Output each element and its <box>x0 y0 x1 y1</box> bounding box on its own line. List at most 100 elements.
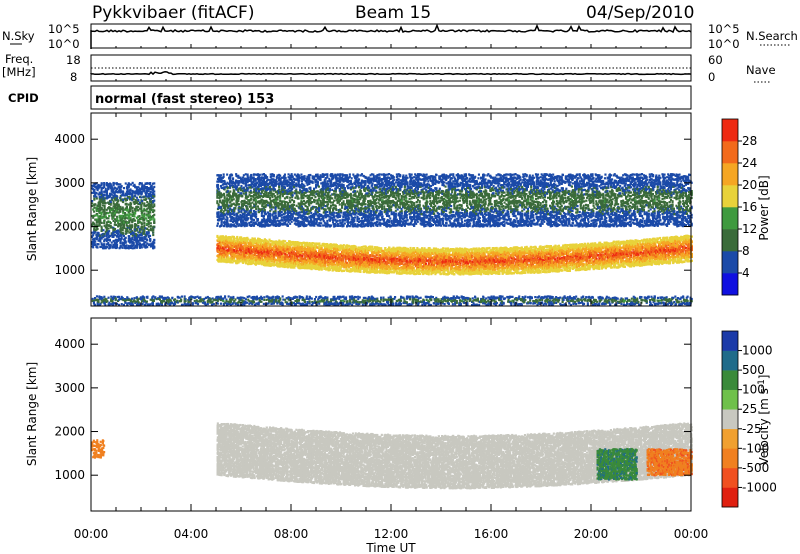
nsearch-tick-top: 10^5 <box>708 22 740 36</box>
station-title: Pykkvibaer (fitACF) <box>92 3 254 23</box>
nsearch-label: N.Search <box>746 29 798 43</box>
echo-cell <box>396 272 398 274</box>
nave-tick-top: 60 <box>708 53 723 67</box>
echo-cell <box>282 252 284 254</box>
echo-cell <box>237 238 239 240</box>
echo-cell <box>363 246 365 248</box>
echo-cell <box>258 255 260 257</box>
echo-cell <box>401 262 403 264</box>
nave-tick-bottom: 0 <box>708 70 715 84</box>
echo-cell <box>243 245 245 247</box>
echo-cell <box>342 259 344 261</box>
echo-cell <box>245 262 247 264</box>
echo-cell <box>401 259 403 261</box>
echo-cell <box>279 240 281 242</box>
echo-cell <box>410 264 412 266</box>
echo-cell <box>431 249 433 251</box>
echo-cell <box>448 273 450 275</box>
nsky-label: N.Sky <box>2 29 35 43</box>
echo-cell <box>311 268 313 270</box>
nave-label: Nave <box>746 63 776 77</box>
echo-cell <box>460 264 462 266</box>
nsky-tick-bottom: 10^0 <box>48 37 80 51</box>
echo-cell <box>329 268 331 270</box>
echo-cell <box>321 247 323 249</box>
freq-unit: [MHz] <box>2 65 36 79</box>
echo-cell <box>363 253 365 255</box>
nsky-tick-top: 10^5 <box>48 22 80 36</box>
echo-cell <box>324 243 326 245</box>
echo-cell <box>264 255 266 257</box>
echo-cell <box>242 261 244 263</box>
echo-cell <box>331 254 333 256</box>
echo-cell <box>426 266 428 268</box>
echo-cell <box>366 268 368 270</box>
echo-cell <box>333 264 335 266</box>
echo-cell <box>372 246 374 248</box>
cpid-strip: CPID normal (fast stereo) 153 <box>8 86 691 109</box>
echo-cell <box>230 261 232 263</box>
echo-cell <box>223 255 225 257</box>
echo-cell <box>442 247 444 249</box>
echo-cell <box>408 269 410 271</box>
echo-cell <box>453 259 455 261</box>
echo-cell <box>321 268 323 270</box>
echo-cell <box>226 242 228 244</box>
echo-cell <box>284 261 286 263</box>
nsearch-tick-bottom: 10^0 <box>708 37 740 51</box>
echo-cell <box>284 263 286 265</box>
echo-cell <box>468 249 470 251</box>
cpid-value: normal (fast stereo) 153 <box>95 92 274 107</box>
echo-cell <box>433 264 435 266</box>
echo-cell <box>318 254 320 256</box>
freq-trace <box>91 72 691 75</box>
freq-label: Freq. <box>5 52 33 66</box>
date-title: 04/Sep/2010 <box>586 3 694 23</box>
echo-cell <box>369 246 371 248</box>
echo-cell <box>445 248 447 250</box>
echo-cell <box>422 270 424 272</box>
echo-cell <box>287 258 289 260</box>
echo-cell <box>350 259 352 261</box>
echo-cell <box>372 248 374 250</box>
echo-cell <box>366 259 368 261</box>
echo-cell <box>299 242 301 244</box>
echo-cell <box>263 253 265 255</box>
echo-cell <box>388 247 390 249</box>
echo-cell <box>460 267 462 269</box>
echo-cell <box>437 249 439 251</box>
echo-cell <box>386 252 388 254</box>
echo-cell <box>419 273 421 275</box>
echo-cell <box>359 271 361 273</box>
echo-cell <box>413 267 415 269</box>
freq-tick-top: 18 <box>66 53 81 67</box>
echo-cell <box>368 264 370 266</box>
echo-cell <box>399 272 401 274</box>
echo-cell <box>247 238 249 240</box>
echo-cell <box>462 257 464 259</box>
echo-cell <box>425 263 427 265</box>
echo-cell <box>399 267 401 269</box>
echo-cell <box>367 252 369 254</box>
echo-cell <box>343 270 345 272</box>
echo-cell <box>329 265 331 267</box>
freq-strip: Freq. [MHz] 18 8 60 0 Nave <box>2 52 776 84</box>
echo-cell <box>236 247 238 249</box>
echo-cell <box>327 254 329 256</box>
nsky-strip: N.Sky 10^5 10^0 10^5 10^0 N.Search <box>2 22 798 51</box>
echo-cell <box>233 236 235 238</box>
echo-cell <box>428 273 430 275</box>
echo-cell <box>381 250 383 252</box>
echo-cell <box>369 254 371 256</box>
echo-cell <box>383 264 385 266</box>
freq-tick-bottom: 8 <box>70 70 77 84</box>
echo-cell <box>410 247 412 249</box>
echo-cell <box>460 256 462 258</box>
power-echo-cells <box>91 173 693 306</box>
echo-cell <box>348 266 350 268</box>
echo-cell <box>421 247 423 249</box>
echo-cell <box>230 259 232 261</box>
echo-cell <box>396 247 398 249</box>
